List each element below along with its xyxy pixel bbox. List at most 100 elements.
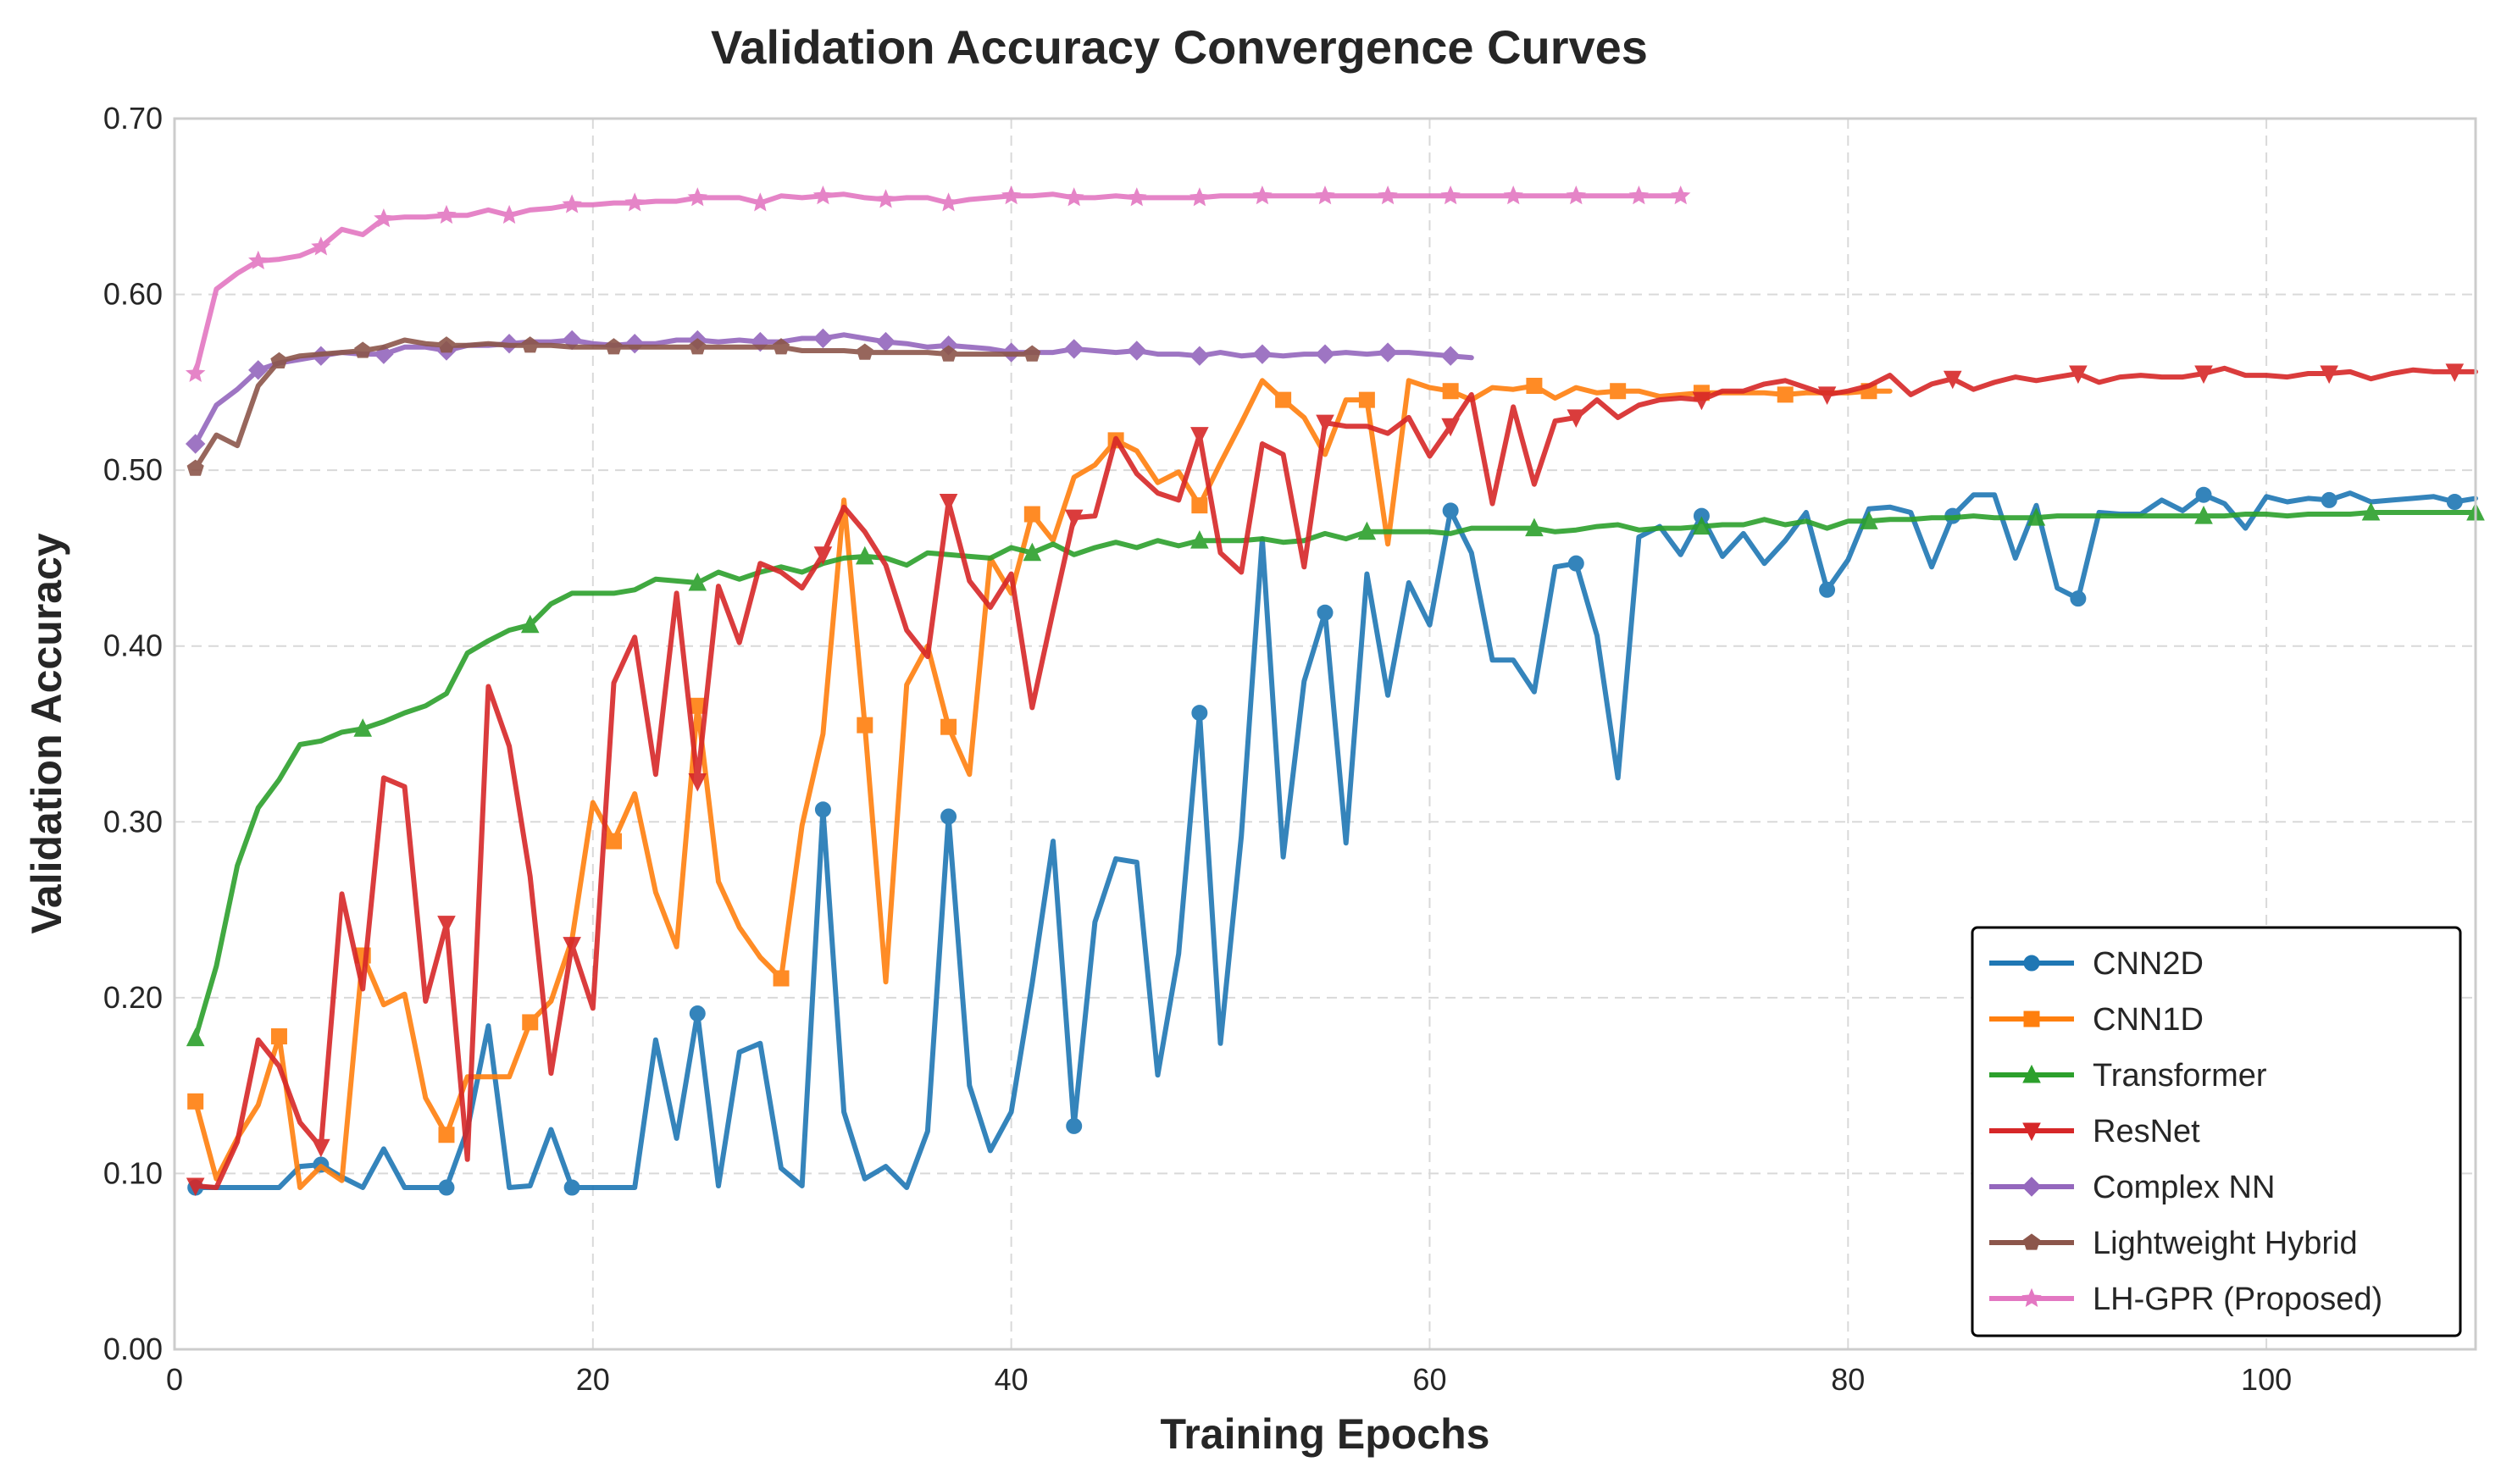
data-point-cnn2d xyxy=(2195,486,2212,503)
data-point-lh-gpr-proposed xyxy=(185,363,206,382)
data-point-resnet xyxy=(2445,363,2465,383)
data-point-cnn1d xyxy=(1442,383,1459,400)
y-tick-label: 0.10 xyxy=(103,1155,163,1190)
legend-entry-complex-nn: Complex NN xyxy=(1989,1170,2275,1205)
y-tick-label: 0.20 xyxy=(103,980,163,1015)
data-point-lightweight-hybrid xyxy=(354,341,372,358)
data-point-lh-gpr-proposed xyxy=(1566,185,1587,205)
series-lightweight-hybrid xyxy=(186,336,1041,476)
data-point-resnet xyxy=(1316,414,1334,434)
data-point-lightweight-hybrid xyxy=(940,345,957,362)
data-point-complex-nn xyxy=(248,360,269,380)
data-point-transformer xyxy=(1692,516,1711,535)
y-tick-label: 0.30 xyxy=(103,804,163,839)
data-point-lh-gpr-proposed xyxy=(1001,185,1022,205)
data-point-resnet xyxy=(186,1177,205,1197)
legend-entry-lh-gpr-proposed: LH-GPR (Proposed) xyxy=(1989,1282,2382,1317)
data-point-resnet xyxy=(563,937,581,955)
data-point-resnet xyxy=(1692,391,1711,411)
legend-entry-cnn2d: CNN2D xyxy=(1989,946,2204,982)
data-point-cnn2d xyxy=(940,808,957,825)
data-point-lightweight-hybrid xyxy=(437,336,456,353)
data-point-cnn2d xyxy=(563,1179,580,1196)
data-point-resnet xyxy=(312,1138,330,1158)
data-point-cnn1d xyxy=(187,1093,204,1110)
data-point-lh-gpr-proposed xyxy=(562,194,582,213)
data-point-cnn1d xyxy=(857,717,873,734)
data-point-resnet xyxy=(2069,365,2088,385)
data-point-resnet xyxy=(2194,365,2213,385)
data-point-cnn2d xyxy=(814,801,831,818)
series-line-resnet xyxy=(192,365,2478,1190)
data-point-cnn2d xyxy=(2321,491,2337,508)
data-point-resnet xyxy=(1943,370,1962,390)
plot-frame xyxy=(173,117,2477,1351)
data-point-cnn1d xyxy=(1526,378,1543,395)
x-axis-label: Training Epochs xyxy=(1161,1410,1490,1458)
data-point-resnet xyxy=(1190,427,1209,446)
data-point-cnn1d xyxy=(1777,386,1794,403)
legend-marker xyxy=(2022,1064,2041,1083)
data-point-resnet xyxy=(1064,509,1084,529)
legend-label: ResNet xyxy=(2093,1114,2200,1149)
data-point-cnn1d xyxy=(1275,391,1292,408)
data-point-lightweight-hybrid xyxy=(772,338,790,355)
data-point-cnn1d xyxy=(773,970,790,987)
data-point-lh-gpr-proposed xyxy=(1440,186,1461,205)
x-tick-label: 80 xyxy=(1831,1362,1865,1397)
data-point-cnn2d xyxy=(1819,581,1836,598)
data-point-cnn2d xyxy=(438,1179,455,1196)
series-lh-gpr-proposed xyxy=(185,185,1691,382)
legend-label: LH-GPR (Proposed) xyxy=(2093,1282,2382,1317)
data-point-resnet xyxy=(1441,418,1460,437)
data-point-resnet xyxy=(1567,409,1586,428)
legend-marker xyxy=(2022,1233,2041,1250)
y-tick-label: 0.40 xyxy=(103,628,163,663)
data-point-transformer xyxy=(520,614,540,634)
data-point-transformer xyxy=(1525,518,1544,537)
y-tick-label: 0.70 xyxy=(103,101,163,136)
legend-marker xyxy=(2023,1011,2040,1027)
data-point-lh-gpr-proposed xyxy=(1063,187,1084,207)
legend-label: Lightweight Hybrid xyxy=(2093,1226,2358,1261)
data-point-lh-gpr-proposed xyxy=(311,236,331,256)
data-point-resnet xyxy=(1817,386,1837,406)
y-tick-label: 0.00 xyxy=(103,1332,163,1366)
y-axis-label: Validation Accuracy xyxy=(23,533,70,934)
data-point-cnn2d xyxy=(1066,1117,1083,1134)
data-point-complex-nn xyxy=(185,434,206,454)
data-point-complex-nn xyxy=(1252,344,1273,364)
y-tick-label: 0.50 xyxy=(103,452,163,487)
legend-marker xyxy=(2023,955,2040,972)
data-point-cnn2d xyxy=(1567,555,1584,572)
data-point-cnn1d xyxy=(940,718,957,735)
data-point-lh-gpr-proposed xyxy=(812,185,834,205)
data-point-lh-gpr-proposed xyxy=(624,192,645,212)
data-point-cnn2d xyxy=(1317,604,1334,621)
data-point-lh-gpr-proposed xyxy=(1378,185,1398,205)
legend-label: CNN1D xyxy=(2093,1002,2204,1038)
data-point-lightweight-hybrid xyxy=(270,352,288,368)
data-point-lightweight-hybrid xyxy=(521,336,539,353)
data-point-lightweight-hybrid xyxy=(856,343,873,360)
data-point-lh-gpr-proposed xyxy=(875,189,896,208)
data-point-lh-gpr-proposed xyxy=(374,208,394,228)
data-point-lh-gpr-proposed xyxy=(248,250,269,270)
x-tick-label: 0 xyxy=(166,1362,183,1397)
data-point-lightweight-hybrid xyxy=(186,459,204,476)
data-point-cnn1d xyxy=(1358,391,1375,408)
data-point-cnn2d xyxy=(689,1005,706,1022)
data-point-transformer xyxy=(2361,501,2381,521)
x-axis-ticks: 0 20 40 60 80 100 xyxy=(166,1362,2292,1397)
data-point-cnn1d xyxy=(1191,497,1208,514)
legend-entry-resnet: ResNet xyxy=(1989,1114,2200,1149)
series-cnn2d xyxy=(187,486,2478,1196)
series-resnet xyxy=(186,363,2478,1197)
data-point-complex-nn xyxy=(1127,341,1147,361)
data-point-transformer xyxy=(186,1027,205,1047)
data-point-lh-gpr-proposed xyxy=(1127,187,1147,207)
data-point-lh-gpr-proposed xyxy=(1671,186,1691,205)
data-point-cnn1d xyxy=(1610,383,1627,400)
data-point-cnn2d xyxy=(2446,494,2463,511)
